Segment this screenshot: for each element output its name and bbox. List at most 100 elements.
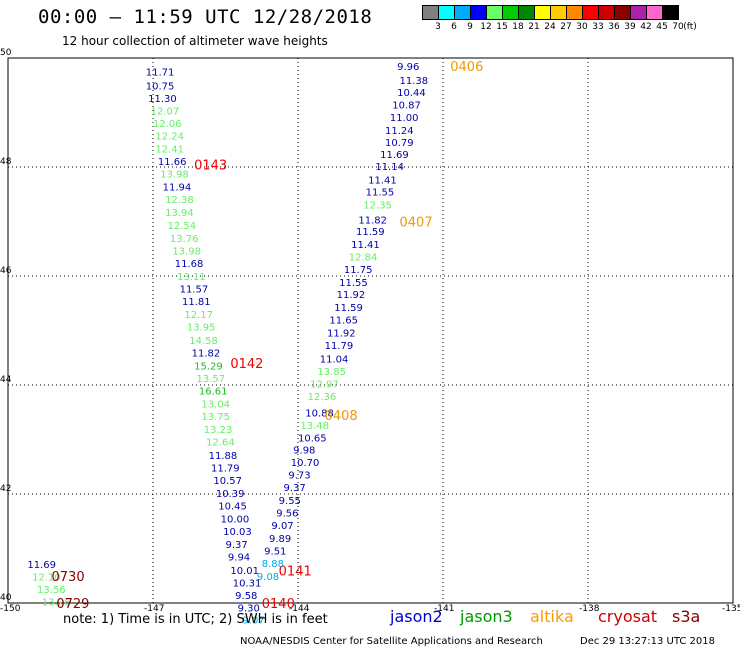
wave-height-value: 10.31 [233, 578, 262, 589]
wave-height-value: 13.98 [160, 170, 189, 181]
wave-height-value: 12.35 [363, 201, 392, 212]
legend-swatch-70 [662, 5, 679, 20]
wave-height-value: 9.37 [226, 540, 248, 551]
wave-height-value: 13.48 [300, 421, 329, 432]
wave-height-value: 11.71 [146, 68, 175, 79]
legend-label-18: 18 [512, 22, 524, 32]
satellite-name-cryosat: cryosat [598, 607, 658, 626]
wave-height-value: 15.29 [194, 361, 223, 372]
track-values: 9.9611.3810.4410.8711.0011.2410.7911.691… [27, 62, 428, 626]
wave-height-value: 11.88 [209, 451, 238, 462]
wave-height-value: 13.26 [42, 597, 71, 608]
pass-time-label: 0408 [325, 409, 358, 424]
legend-label-70: 70 [672, 22, 684, 32]
wave-height-value: 12.41 [155, 144, 184, 155]
wave-height-value: 10.65 [298, 433, 327, 444]
legend-label-3: 3 [435, 22, 441, 32]
color-legend [422, 5, 679, 21]
wave-height-value: 12.36 [308, 392, 337, 403]
wave-height-value: 12.84 [349, 252, 378, 263]
lat-tick-label: 42 [0, 484, 12, 494]
lon-tick-label: -144 [289, 604, 310, 614]
wave-height-value: 13.57 [197, 374, 226, 385]
wave-height-value: 13.85 [317, 367, 346, 378]
credit-line: NOAA/NESDIS Center for Satellite Applica… [240, 636, 543, 647]
wave-height-value: 10.44 [397, 88, 426, 99]
wave-height-value: 10.88 [305, 408, 334, 419]
wave-height-value: 11.92 [337, 290, 366, 301]
wave-height-value: 11.79 [211, 463, 240, 474]
wave-height-value: 10.00 [221, 515, 250, 526]
wave-height-value: 11.14 [375, 162, 404, 173]
wave-height-value: 9.51 [264, 547, 286, 558]
wave-height-value: 11.30 [148, 94, 177, 105]
wave-height-value: 11.79 [325, 341, 354, 352]
wave-height-value: 10.75 [146, 81, 175, 92]
legend-unit: (ft) [683, 22, 697, 32]
pass-time-label: 0729 [56, 597, 89, 612]
lat-tick-label: 46 [0, 266, 12, 276]
wave-height-value: 11.00 [390, 113, 419, 124]
wave-height-value: 12.17 [184, 310, 213, 321]
wave-height-value: 11.81 [182, 297, 211, 308]
wave-height-value: 11.69 [27, 560, 56, 571]
map-border [7, 57, 734, 604]
satellite-name-jason3: jason3 [460, 607, 513, 626]
wave-height-value: 12.07 [151, 106, 180, 117]
wave-height-value: 14.58 [189, 336, 218, 347]
wave-height-value: 9.07 [271, 521, 293, 532]
wave-height-value: 13.23 [204, 425, 233, 436]
wave-height-value: 11.75 [344, 265, 373, 276]
lon-tick-label: -147 [144, 604, 165, 614]
wave-height-value: 9.56 [276, 509, 298, 520]
wave-height-value: 11.59 [334, 303, 363, 314]
footnote: note: 1) Time is in UTC; 2) SWH is in fe… [63, 612, 328, 627]
wave-height-value: 9.37 [284, 483, 306, 494]
chart-title: 00:00 – 11:59 UTC 12/28/2018 [38, 6, 373, 28]
wave-height-value: 11.55 [366, 188, 395, 199]
pass-time-label: 0141 [279, 564, 312, 579]
legend-label-6: 6 [451, 22, 457, 32]
wave-height-value: 9.94 [228, 553, 250, 564]
pass-time-label: 0140 [262, 597, 295, 612]
wave-height-value: 11.41 [351, 240, 380, 251]
legend-label-9: 9 [467, 22, 473, 32]
lat-tick-label: 40 [0, 593, 12, 603]
legend-label-36: 36 [608, 22, 620, 32]
wave-height-value: 16.61 [199, 386, 228, 397]
pass-labels: 0406 0143 0407 0142 0408 0141 0730 0729 0140 [52, 60, 484, 612]
map-frame [7, 57, 734, 604]
legend-label-24: 24 [544, 22, 556, 32]
wave-height-value: 10.39 [216, 489, 245, 500]
satellite-name-altika: altika [530, 607, 574, 626]
wave-height-value: 11.82 [358, 215, 387, 226]
wave-height-value: 12.38 [165, 195, 194, 206]
map-grid [8, 58, 733, 603]
wave-height-value: 9.30 [238, 603, 260, 614]
pass-time-label: 0730 [52, 570, 85, 585]
wave-height-value: 9.58 [235, 591, 257, 602]
wave-height-value: 12.24 [155, 131, 184, 142]
pass-time-label: 0142 [230, 357, 263, 372]
wave-height-value: 9.08 [257, 572, 279, 583]
legend-label-12: 12 [480, 22, 492, 32]
wave-height-value: 13.04 [201, 400, 230, 411]
wave-height-value: 11.82 [192, 348, 221, 359]
legend-label-27: 27 [560, 22, 572, 32]
lon-tick-label: -150 [0, 604, 21, 614]
generation-timestamp: Dec 29 13:27:13 UTC 2018 [580, 636, 715, 647]
wave-height-value: 13.56 [37, 585, 66, 596]
wave-height-value: 9.73 [288, 470, 310, 481]
lon-tick-label: -138 [579, 604, 600, 614]
wave-height-value: 10.87 [392, 100, 421, 111]
satellite-name-jason2: jason2 [390, 607, 443, 626]
wave-height-value: 13.94 [165, 208, 194, 219]
chart-subtitle: 12 hour collection of altimeter wave hei… [62, 34, 328, 48]
wave-height-value: 11.38 [400, 76, 429, 87]
lon-tick-label: -135 [722, 604, 740, 614]
wave-height-value: 11.92 [327, 329, 356, 340]
lat-tick-label: 44 [0, 375, 12, 385]
wave-height-value: 10.79 [385, 138, 414, 149]
wave-height-value: 11.94 [163, 183, 192, 194]
